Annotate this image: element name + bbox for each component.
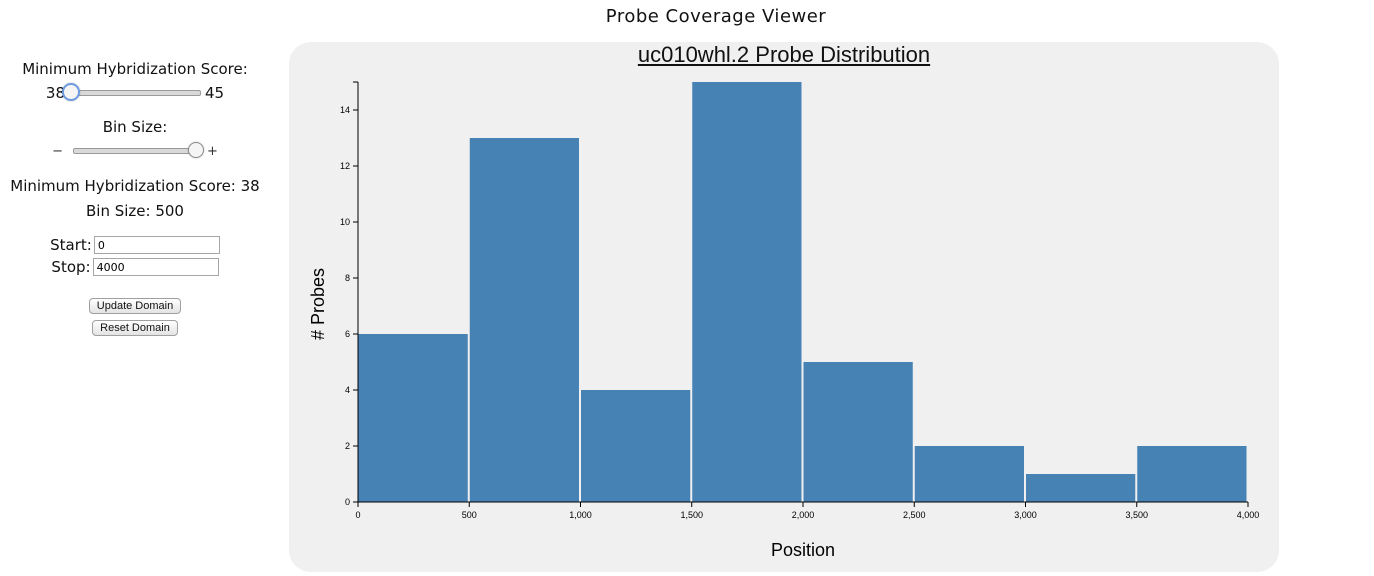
reset-domain-button[interactable]: Reset Domain (92, 320, 178, 336)
score-max-label: 45 (205, 84, 225, 102)
start-row: Start: (0, 236, 270, 254)
score-slider-label: Minimum Hybridization Score: (22, 60, 248, 78)
y-tick-label: 0 (345, 497, 350, 507)
update-domain-button[interactable]: Update Domain (88, 298, 182, 314)
stop-row: Stop: (0, 258, 270, 276)
bin-slider-row: − + (0, 140, 270, 162)
y-tick-label: 8 (345, 273, 350, 283)
x-tick-label: 2,500 (903, 510, 926, 520)
app-title: Probe Coverage Viewer (605, 6, 827, 27)
x-tick-label: 2,000 (792, 510, 815, 520)
y-axis-title: # Probes (308, 268, 328, 340)
bin-slider-knob[interactable] (188, 142, 204, 158)
controls-panel: Minimum Hybridization Score: 38 45 Bin S… (0, 60, 270, 336)
readout: Minimum Hybridization Score: 38 Bin Size… (0, 174, 270, 224)
start-label: Start: (50, 236, 92, 254)
y-tick-label: 4 (345, 385, 350, 395)
histogram-bar (1137, 446, 1247, 502)
y-tick-label: 12 (340, 161, 350, 171)
bin-slider[interactable] (73, 142, 204, 158)
minus-icon: − (52, 143, 63, 159)
plus-icon: + (207, 143, 218, 159)
x-tick-label: 0 (355, 510, 360, 520)
start-input[interactable] (93, 236, 220, 254)
x-tick-label: 1,500 (680, 510, 703, 520)
stop-input[interactable] (92, 258, 219, 276)
x-tick-label: 3,000 (1014, 510, 1037, 520)
score-min-label: 38 (45, 84, 65, 102)
x-axis-title: Position (771, 540, 835, 560)
y-tick-label: 2 (345, 441, 350, 451)
score-readout: Minimum Hybridization Score: 38 (10, 177, 260, 195)
y-tick-label: 6 (345, 329, 350, 339)
bin-slider-label: Bin Size: (102, 118, 168, 136)
x-tick-label: 1,000 (569, 510, 592, 520)
chart-card: uc010whl.2 Probe Distribution 0 2 4 6 8 10 12 1… (289, 42, 1279, 572)
histogram-bar (1026, 474, 1136, 502)
score-slider[interactable] (62, 83, 201, 101)
histogram-bar (914, 446, 1024, 502)
histogram-bar (692, 82, 802, 502)
stop-label: Stop: (51, 258, 91, 276)
score-slider-knob[interactable] (62, 83, 80, 101)
x-tick-label: 500 (462, 510, 477, 520)
y-tick-label: 10 (340, 217, 350, 227)
x-tick-label: 3,500 (1125, 510, 1148, 520)
histogram-bar (803, 362, 913, 502)
score-slider-row: 38 45 (0, 82, 270, 104)
chart-title: uc010whl.2 Probe Distribution (637, 42, 931, 67)
y-tick-label: 14 (340, 105, 350, 115)
histogram-bar (469, 138, 579, 502)
histogram-chart: 0 2 4 6 8 10 12 14 0 500 1,000 1,500 2,000 2,500 3,000… (308, 81, 1260, 560)
histogram-bar (358, 334, 468, 502)
histogram-bar (581, 390, 691, 502)
x-tick-label: 4,000 (1237, 510, 1260, 520)
bin-readout: Bin Size: 500 (86, 202, 184, 220)
